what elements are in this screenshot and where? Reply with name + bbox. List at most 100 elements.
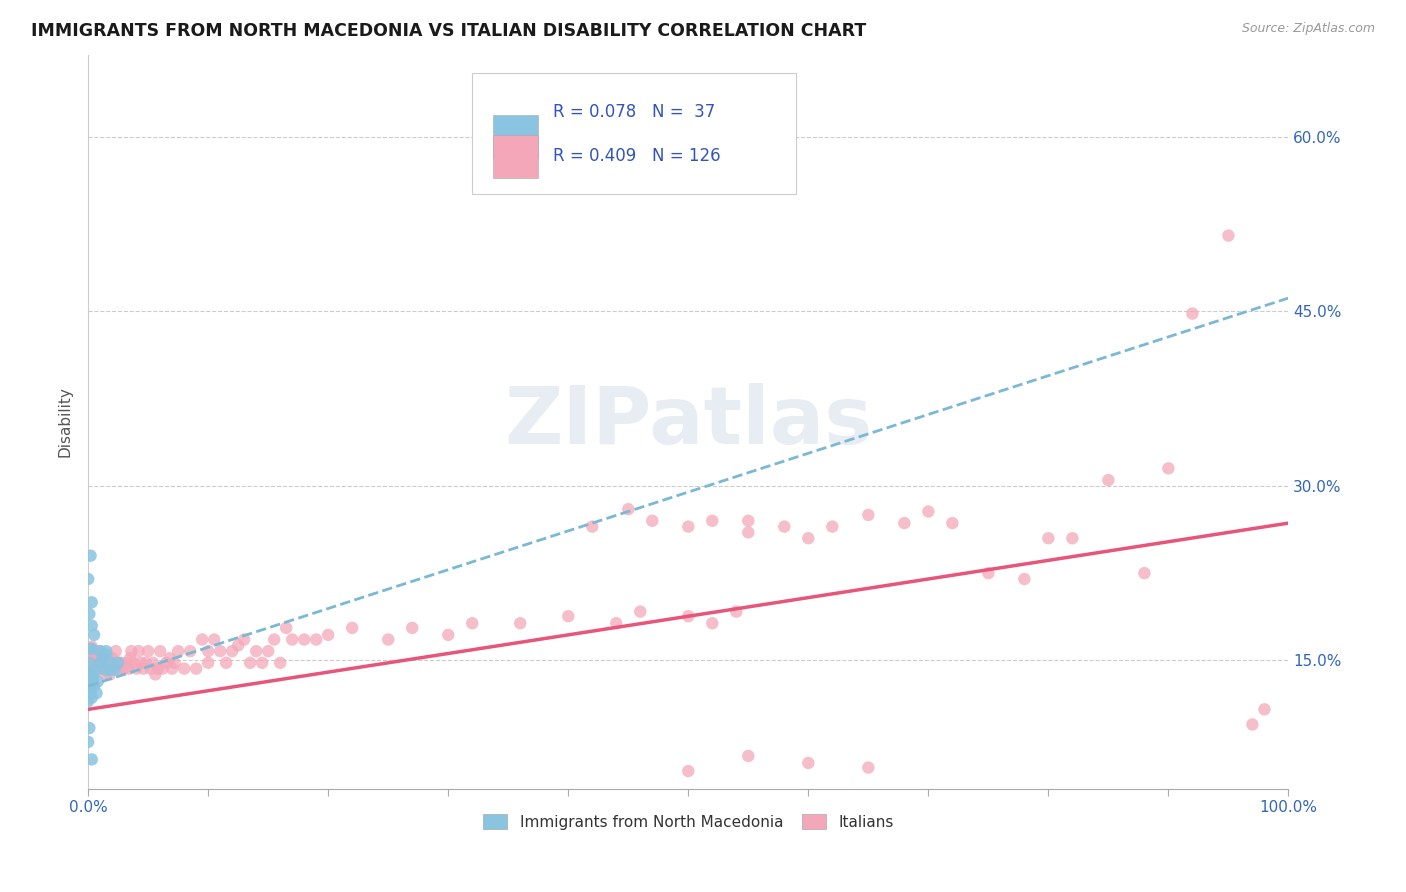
Point [86,651,108,665]
Point [96,644,118,658]
Point [209,644,232,658]
Point [77,665,100,679]
Point [1097,473,1119,487]
Point [797,531,820,545]
Point [858,761,880,775]
Point [221,644,243,658]
Point [377,632,399,647]
Point [87,656,110,670]
Point [77,656,100,670]
Point [79,656,101,670]
Point [509,616,531,631]
Point [605,616,627,631]
Point [79,721,101,735]
Point [101,656,124,670]
Point [917,504,939,518]
Point [77,648,100,662]
Point [136,644,159,658]
Point [84,656,107,670]
Point [82,674,104,689]
Point [96,662,118,676]
Point [186,662,208,676]
Point [108,662,131,676]
Point [110,656,132,670]
Point [641,514,664,528]
Point [581,519,603,533]
Point [83,667,105,681]
Point [139,662,162,676]
Point [797,756,820,770]
Point [82,667,104,681]
Point [179,644,201,658]
Point [557,609,579,624]
Point [125,662,148,676]
Point [87,674,110,689]
Point [120,644,142,658]
Point [79,549,101,563]
Point [702,616,724,631]
Point [100,662,122,676]
Point [79,677,101,691]
Point [725,605,748,619]
Point [80,752,103,766]
Point [77,671,100,685]
Point [83,628,105,642]
Point [83,662,105,676]
Point [191,632,214,647]
Point [1181,307,1204,321]
Point [737,748,759,763]
Point [80,640,103,654]
Point [77,671,100,685]
Point [263,632,285,647]
Point [101,656,124,670]
Point [152,662,174,676]
Point [91,651,114,665]
Point [80,595,103,609]
Point [342,621,364,635]
Point [89,644,111,658]
Point [89,651,111,665]
Point [93,662,115,676]
Point [94,656,117,670]
Point [82,656,104,670]
Point [80,641,103,656]
Point [142,656,165,670]
Point [858,508,880,522]
Point [115,656,138,670]
Point [276,621,298,635]
Point [77,679,100,693]
Point [79,663,101,677]
Point [197,656,219,670]
Point [145,667,167,681]
Text: R = 0.078   N =  37: R = 0.078 N = 37 [553,103,714,120]
Point [146,662,169,676]
Point [292,632,315,647]
Point [461,616,484,631]
Point [1133,566,1156,581]
Point [79,682,101,697]
Point [111,662,134,676]
Point [1038,531,1060,545]
Point [167,644,190,658]
Point [269,656,291,670]
Point [79,686,101,700]
Point [98,667,121,681]
Point [628,605,651,619]
Point [678,609,700,624]
Point [678,764,700,778]
Point [245,644,267,658]
Point [86,686,108,700]
Point [79,653,101,667]
Text: Source: ZipAtlas.com: Source: ZipAtlas.com [1241,22,1375,36]
Point [941,516,963,530]
Point [120,651,142,665]
Text: IMMIGRANTS FROM NORTH MACEDONIA VS ITALIAN DISABILITY CORRELATION CHART: IMMIGRANTS FROM NORTH MACEDONIA VS ITALI… [31,22,866,40]
Point [617,502,640,516]
Point [1157,461,1180,475]
Point [155,656,177,670]
Point [893,516,915,530]
Point [94,663,117,677]
Legend: Immigrants from North Macedonia, Italians: Immigrants from North Macedonia, Italian… [477,808,900,836]
Point [197,644,219,658]
Point [98,663,121,677]
